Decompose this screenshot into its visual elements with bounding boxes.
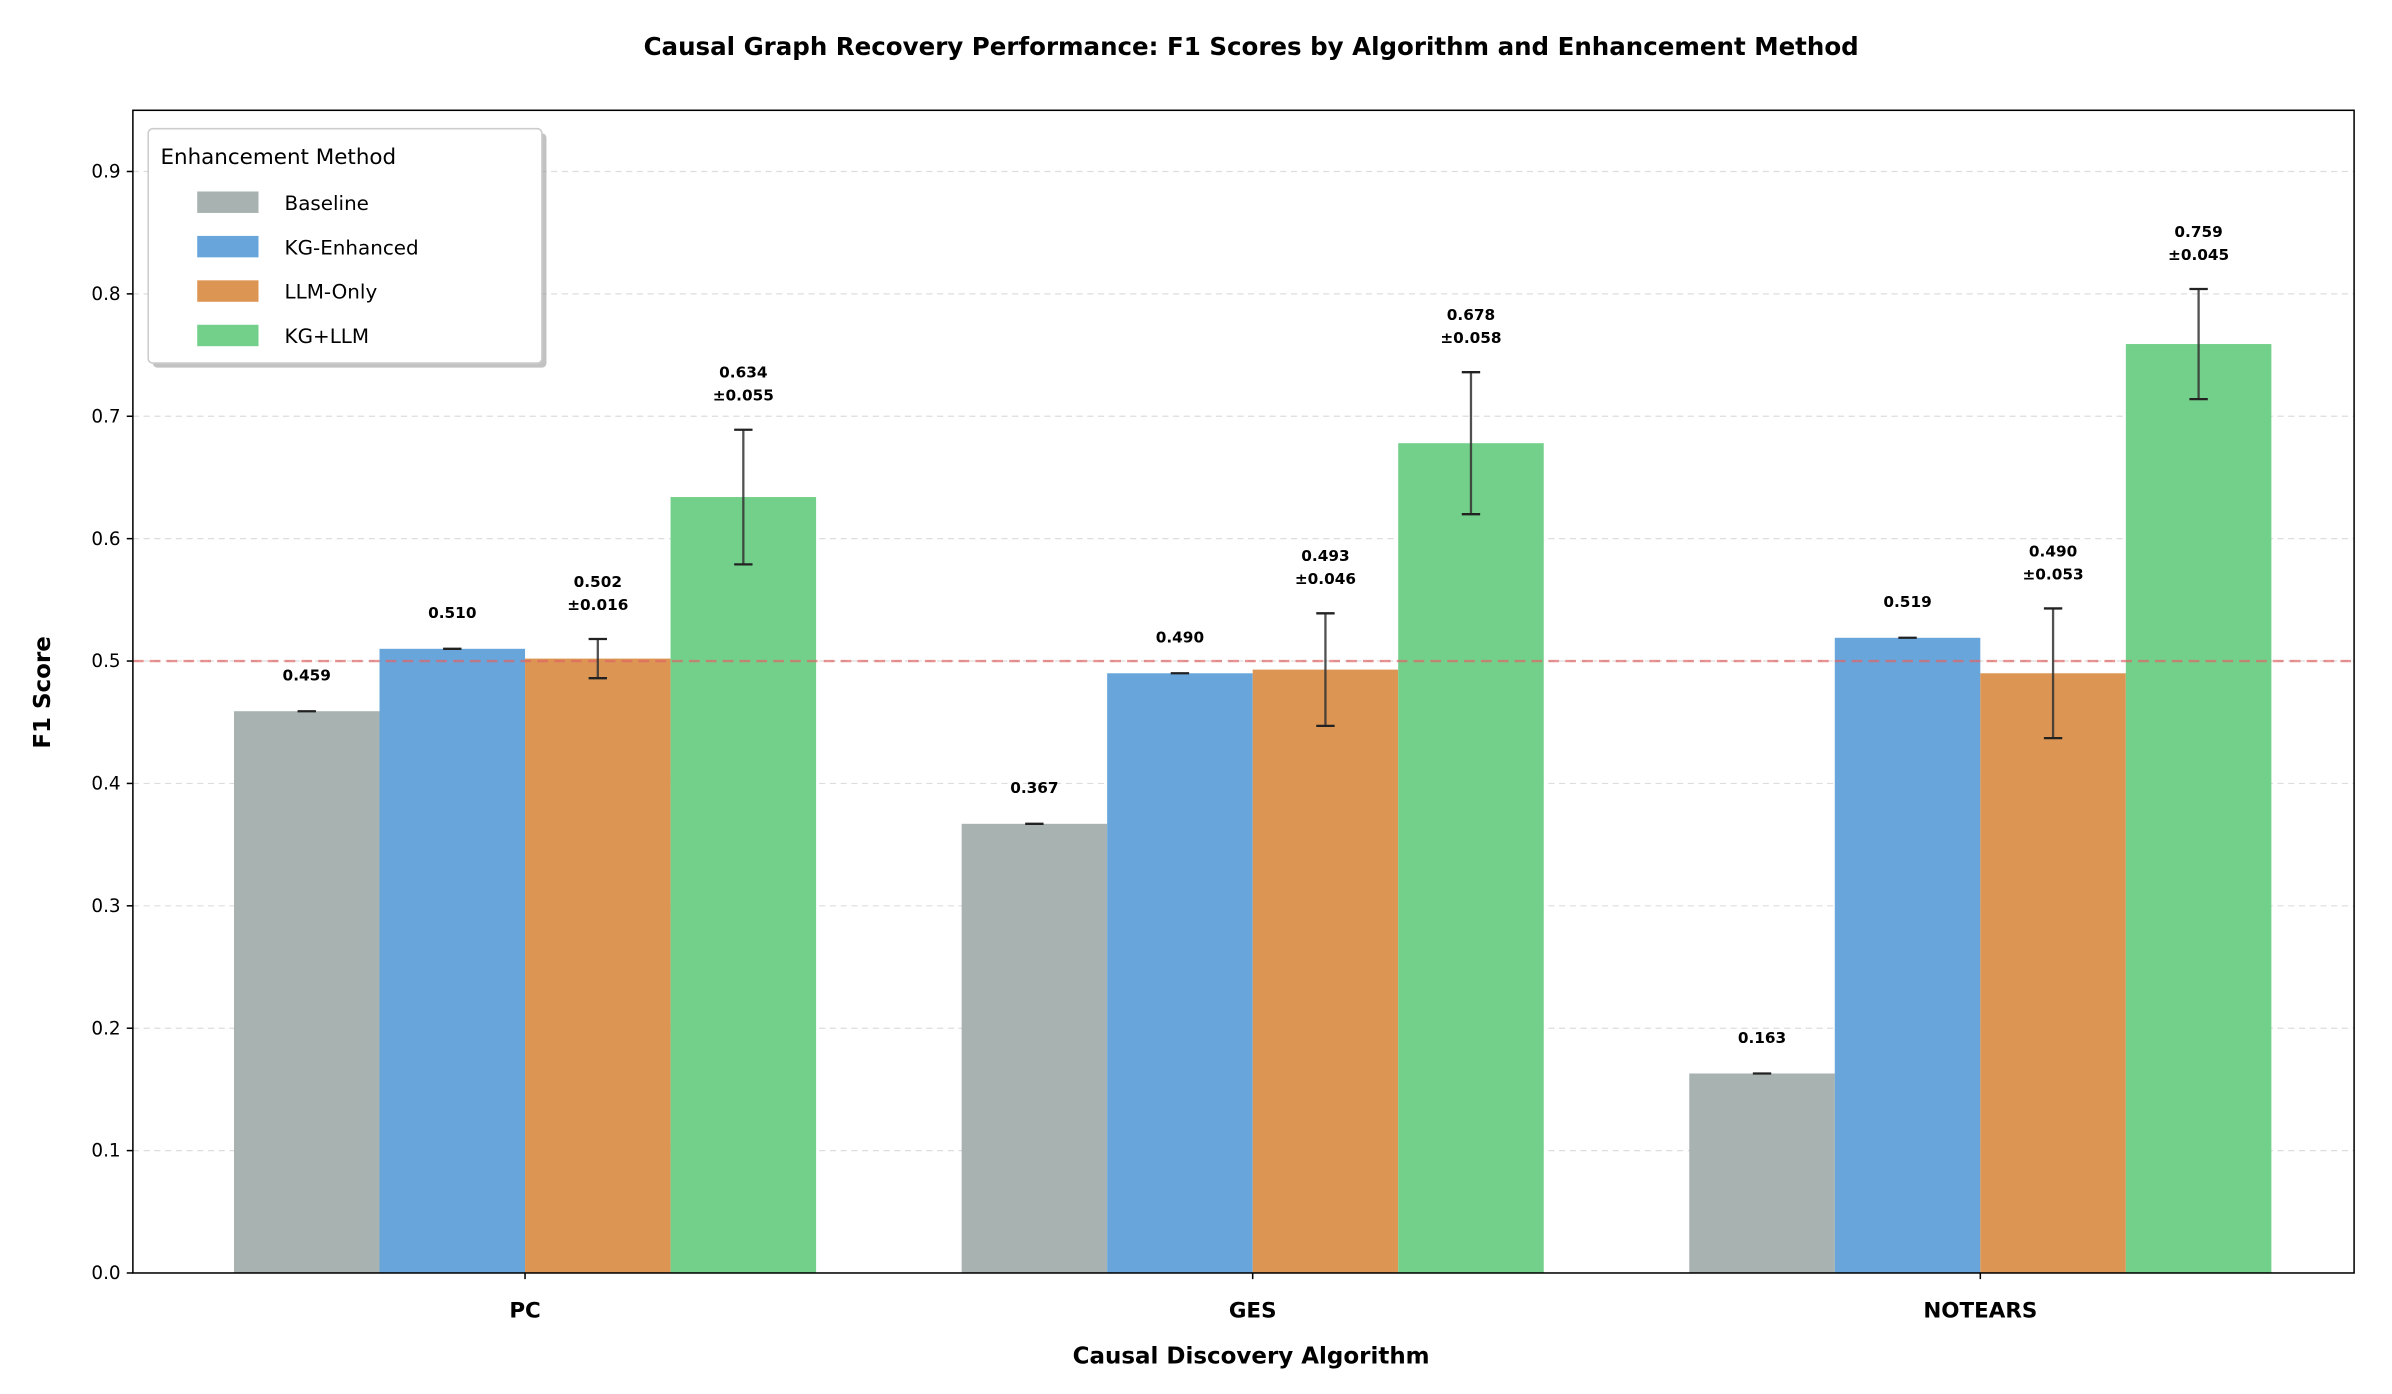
y-tick-label: 0.6	[91, 529, 120, 550]
y-tick-label: 0.9	[91, 162, 120, 183]
data-label-value: 0.678	[1447, 306, 1495, 324]
legend-items: Baseline KG-Enhanced LLM-Only KG+LLM	[197, 191, 419, 348]
bar-kg-llm-ges	[1398, 443, 1544, 1273]
legend-swatch	[197, 324, 259, 347]
error-bars	[297, 287, 2208, 1075]
data-label-value: 0.490	[2029, 542, 2077, 560]
data-label-value: 0.490	[1156, 629, 1204, 647]
data-label-value: 0.493	[1301, 547, 1349, 565]
legend-label: KG-Enhanced	[285, 236, 419, 259]
bar-kg-enhanced-notears	[1834, 637, 1981, 1273]
plot-frame	[132, 109, 2355, 1274]
bar-baseline-ges	[961, 823, 1108, 1273]
y-axis-label: F1 Score	[30, 636, 56, 749]
y-tick-label: 0.1	[91, 1141, 120, 1162]
data-label-value: 0.502	[574, 573, 622, 591]
x-tick-label: NOTEARS	[1923, 1298, 2037, 1323]
bar-baseline-notears	[1689, 1073, 1835, 1273]
y-tick-label: 0.2	[91, 1018, 120, 1039]
y-tick-label: 0.0	[91, 1263, 120, 1284]
legend-label: Baseline	[285, 192, 369, 215]
legend-title: Enhancement Method	[160, 145, 396, 170]
bar-kg-llm-notears	[2125, 344, 2272, 1273]
y-tick-label: 0.7	[91, 406, 120, 427]
bar-llm-only-pc	[525, 658, 671, 1273]
legend-swatch	[197, 235, 259, 258]
data-label-value: 0.519	[1883, 593, 1931, 611]
legend-swatch	[197, 191, 259, 213]
bar-kg-llm-pc	[670, 497, 817, 1273]
y-tick-label: 0.3	[91, 896, 120, 917]
data-label-value: 0.459	[283, 667, 331, 685]
chart-title: Causal Graph Recovery Performance: F1 Sc…	[644, 32, 1859, 61]
data-label-value: 0.367	[1010, 779, 1058, 797]
x-tick-label: GES	[1229, 1298, 1277, 1323]
y-axis-ticks: 0.0 0.1 0.2 0.3 0.4 0.5 0.6 0.7 0.8 0.9	[91, 162, 133, 1284]
bar-llm-only-ges	[1252, 669, 1399, 1273]
legend-label: LLM-Only	[285, 281, 378, 304]
legend-swatch	[197, 280, 259, 302]
y-tick-label: 0.4	[91, 774, 120, 795]
bar-llm-only-notears	[1980, 673, 2126, 1273]
legend-box	[147, 127, 543, 364]
data-label-error: ±0.055	[713, 387, 774, 405]
legend: Enhancement Method Baseline KG-Enhanced LL…	[147, 127, 547, 368]
data-label-value: 0.634	[719, 364, 767, 382]
data-label-error: ±0.016	[567, 596, 628, 614]
data-label-error: ±0.053	[2022, 565, 2083, 583]
legend-label: KG+LLM	[285, 325, 370, 348]
y-tick-label: 0.8	[91, 284, 120, 305]
bar-baseline-pc	[233, 711, 380, 1273]
data-label-error: ±0.058	[1440, 329, 1501, 347]
x-tick-label: PC	[509, 1298, 540, 1323]
y-tick-label: 0.5	[91, 651, 120, 672]
bars	[233, 344, 2272, 1273]
data-labels: 0.459 0.367 0.163 0.510 0.490 0.519 0.502 ±0.01…	[283, 223, 2230, 1047]
x-axis-label: Causal Discovery Algorithm	[1073, 1343, 1430, 1369]
bar-kg-enhanced-ges	[1107, 673, 1253, 1273]
bar-kg-enhanced-pc	[379, 648, 526, 1273]
data-label-value: 0.759	[2174, 223, 2222, 241]
data-label-error: ±0.045	[2168, 246, 2229, 264]
x-axis-ticks: PC GES NOTEARS	[509, 1272, 2037, 1323]
data-label-value: 0.163	[1738, 1029, 1786, 1047]
data-label-error: ±0.046	[1295, 570, 1356, 588]
data-label-value: 0.510	[428, 604, 476, 622]
